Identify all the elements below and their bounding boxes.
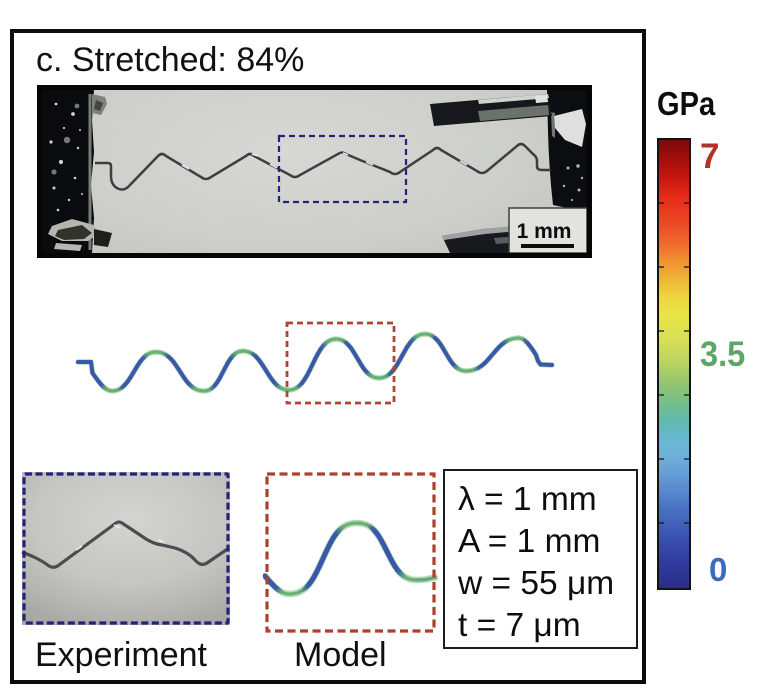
svg-text:1 mm: 1 mm (517, 220, 572, 243)
